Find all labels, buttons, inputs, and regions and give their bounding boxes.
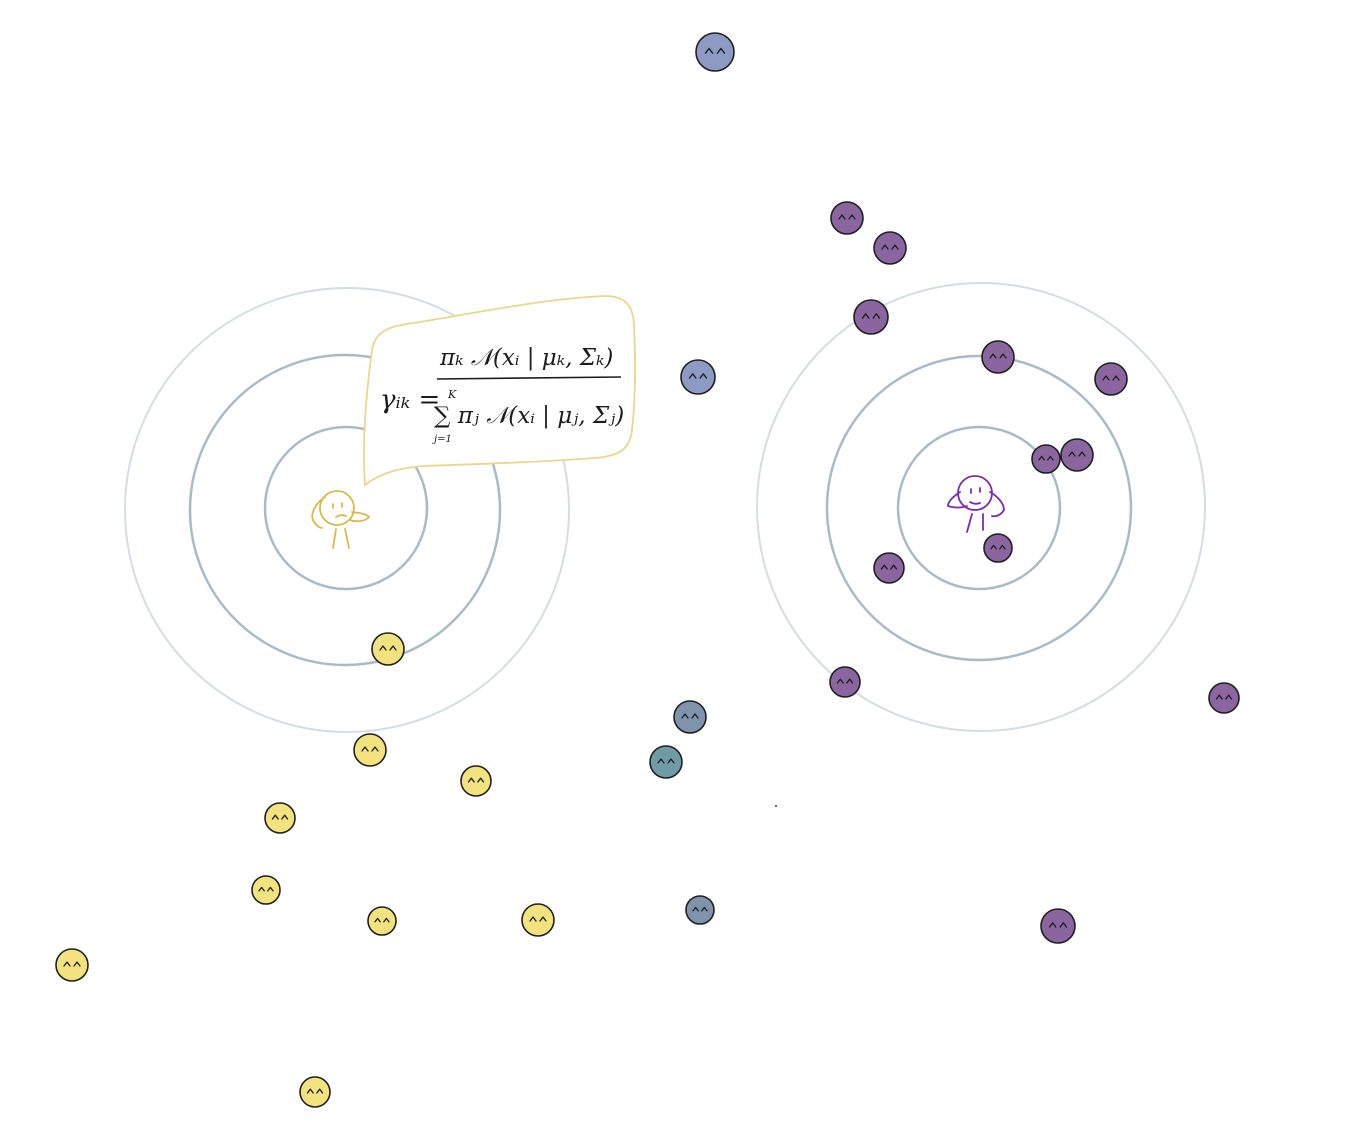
data-point-body: [371, 632, 405, 666]
data-point-body: [353, 733, 387, 767]
data-point: [1060, 438, 1094, 472]
data-point-face: [361, 746, 379, 752]
data-point-face: [63, 961, 81, 967]
right-cluster-rings: [756, 282, 1206, 732]
data-point-body: [983, 533, 1013, 563]
data-point-face: [1038, 455, 1054, 461]
data-point-body: [873, 552, 905, 584]
data-point-body: [1208, 682, 1240, 714]
data-point-body: [367, 906, 397, 936]
data-point: [1040, 908, 1076, 944]
data-point-body: [830, 201, 864, 235]
data-point-face: [704, 47, 726, 54]
speech-bubble: [363, 295, 636, 487]
data-point-body: [673, 700, 707, 734]
data-point: [695, 32, 735, 72]
data-point-face: [688, 373, 708, 379]
left-middle-ring: [188, 353, 502, 667]
data-point-face: [306, 1088, 324, 1094]
right-middle-ring: [825, 354, 1133, 662]
data-point-body: [1060, 438, 1094, 472]
formula-lhs: γᵢₖ =: [380, 385, 440, 415]
formula-denominator: ∑ πⱼ 𝒩(xᵢ | μⱼ, Σⱼ): [434, 403, 624, 429]
data-point-body: [1040, 908, 1076, 944]
data-point: [830, 201, 864, 235]
data-point: [680, 359, 716, 395]
data-point: [299, 1076, 331, 1108]
data-point-body: [251, 875, 281, 905]
responsibility-formula: γᵢₖ = πₖ 𝒩(xᵢ | μₖ, Σₖ) K ∑ πⱼ 𝒩(xᵢ | μⱼ…: [380, 345, 624, 445]
data-point-body: [649, 745, 683, 779]
data-point: [873, 552, 905, 584]
left-cluster-rings: [124, 287, 570, 733]
data-point: [829, 666, 861, 698]
data-point-body: [1031, 444, 1061, 474]
right-outer-ring: [756, 282, 1206, 732]
data-point: [460, 765, 492, 797]
data-point: [264, 802, 296, 834]
data-point-face: [271, 814, 289, 820]
data-point-face: [989, 353, 1007, 359]
data-point-face: [692, 906, 708, 912]
data-point: [673, 700, 707, 734]
data-point-body: [829, 666, 861, 698]
data-point-face: [880, 564, 898, 570]
data-point-body: [685, 895, 715, 925]
data-point: [873, 231, 907, 265]
data-point-body: [521, 903, 555, 937]
data-point-face: [1215, 694, 1233, 700]
data-point-body: [981, 340, 1015, 374]
data-point-body: [853, 299, 889, 335]
data-point: [983, 533, 1013, 563]
data-point-face: [836, 678, 854, 684]
data-point: [55, 948, 89, 982]
data-point-face: [861, 313, 881, 319]
data-point-face: [258, 886, 274, 892]
data-point-body: [460, 765, 492, 797]
yellow-cluster-figure: [311, 490, 370, 549]
data-point-face: [1048, 922, 1068, 928]
data-points: [55, 32, 1240, 1108]
data-point: [1031, 444, 1061, 474]
data-point-body: [1094, 362, 1128, 396]
left-inner-ring: [263, 425, 429, 591]
data-point-face: [1068, 451, 1086, 457]
data-point-body: [55, 948, 89, 982]
data-point: [1208, 682, 1240, 714]
purple-cluster-figure: [947, 475, 1005, 533]
data-point-face: [529, 916, 547, 922]
formula-sum-upper: K: [447, 388, 457, 401]
data-point: [649, 745, 683, 779]
formula-numerator: πₖ 𝒩(xᵢ | μₖ, Σₖ): [439, 345, 613, 371]
data-point-face: [379, 645, 397, 651]
data-point: [521, 903, 555, 937]
data-point-face: [467, 777, 485, 783]
left-outer-ring: [124, 287, 570, 733]
data-point-body: [680, 359, 716, 395]
formula-sum-lower: j=1: [432, 434, 452, 445]
data-point-face: [1102, 375, 1120, 381]
data-point: [1094, 362, 1128, 396]
data-point-face: [374, 917, 390, 923]
data-point-body: [264, 802, 296, 834]
data-point: [981, 340, 1015, 374]
data-point: [853, 299, 889, 335]
data-point-face: [657, 758, 675, 764]
data-point-body: [299, 1076, 331, 1108]
data-point: [251, 875, 281, 905]
data-point-body: [695, 32, 735, 72]
right-inner-ring: [896, 425, 1062, 591]
data-point-body: [873, 231, 907, 265]
data-point: [685, 895, 715, 925]
data-point-face: [838, 214, 856, 220]
data-point: [367, 906, 397, 936]
data-point-face: [990, 544, 1006, 550]
data-point: [353, 733, 387, 767]
fraction-bar: [436, 376, 622, 380]
data-point-face: [681, 713, 699, 719]
data-point: [371, 632, 405, 666]
data-point-face: [881, 244, 899, 250]
stray-dot: [775, 805, 777, 807]
